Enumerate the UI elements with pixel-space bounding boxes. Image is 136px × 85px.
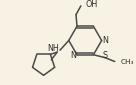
Text: N: N: [102, 36, 108, 45]
Text: CH₃: CH₃: [120, 58, 134, 65]
Text: OH: OH: [86, 0, 98, 9]
Text: N: N: [71, 51, 77, 60]
Text: S: S: [103, 51, 108, 60]
Text: NH: NH: [47, 44, 59, 53]
